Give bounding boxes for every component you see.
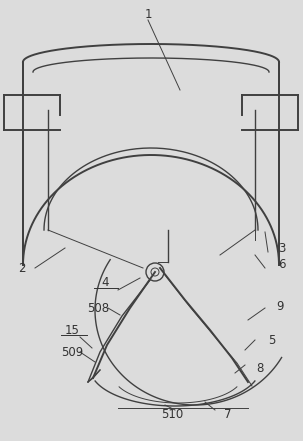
Text: 508: 508: [87, 302, 109, 314]
Text: 15: 15: [65, 324, 79, 336]
Text: 2: 2: [18, 262, 26, 274]
Text: 8: 8: [256, 362, 264, 374]
Text: 4: 4: [101, 277, 109, 289]
Text: 7: 7: [224, 407, 232, 421]
Text: 1: 1: [144, 7, 152, 20]
Text: 3: 3: [278, 242, 286, 254]
Text: 5: 5: [268, 333, 276, 347]
Text: 9: 9: [276, 300, 284, 314]
Text: 509: 509: [61, 345, 83, 359]
Text: 510: 510: [161, 407, 183, 421]
Text: 6: 6: [278, 258, 286, 272]
